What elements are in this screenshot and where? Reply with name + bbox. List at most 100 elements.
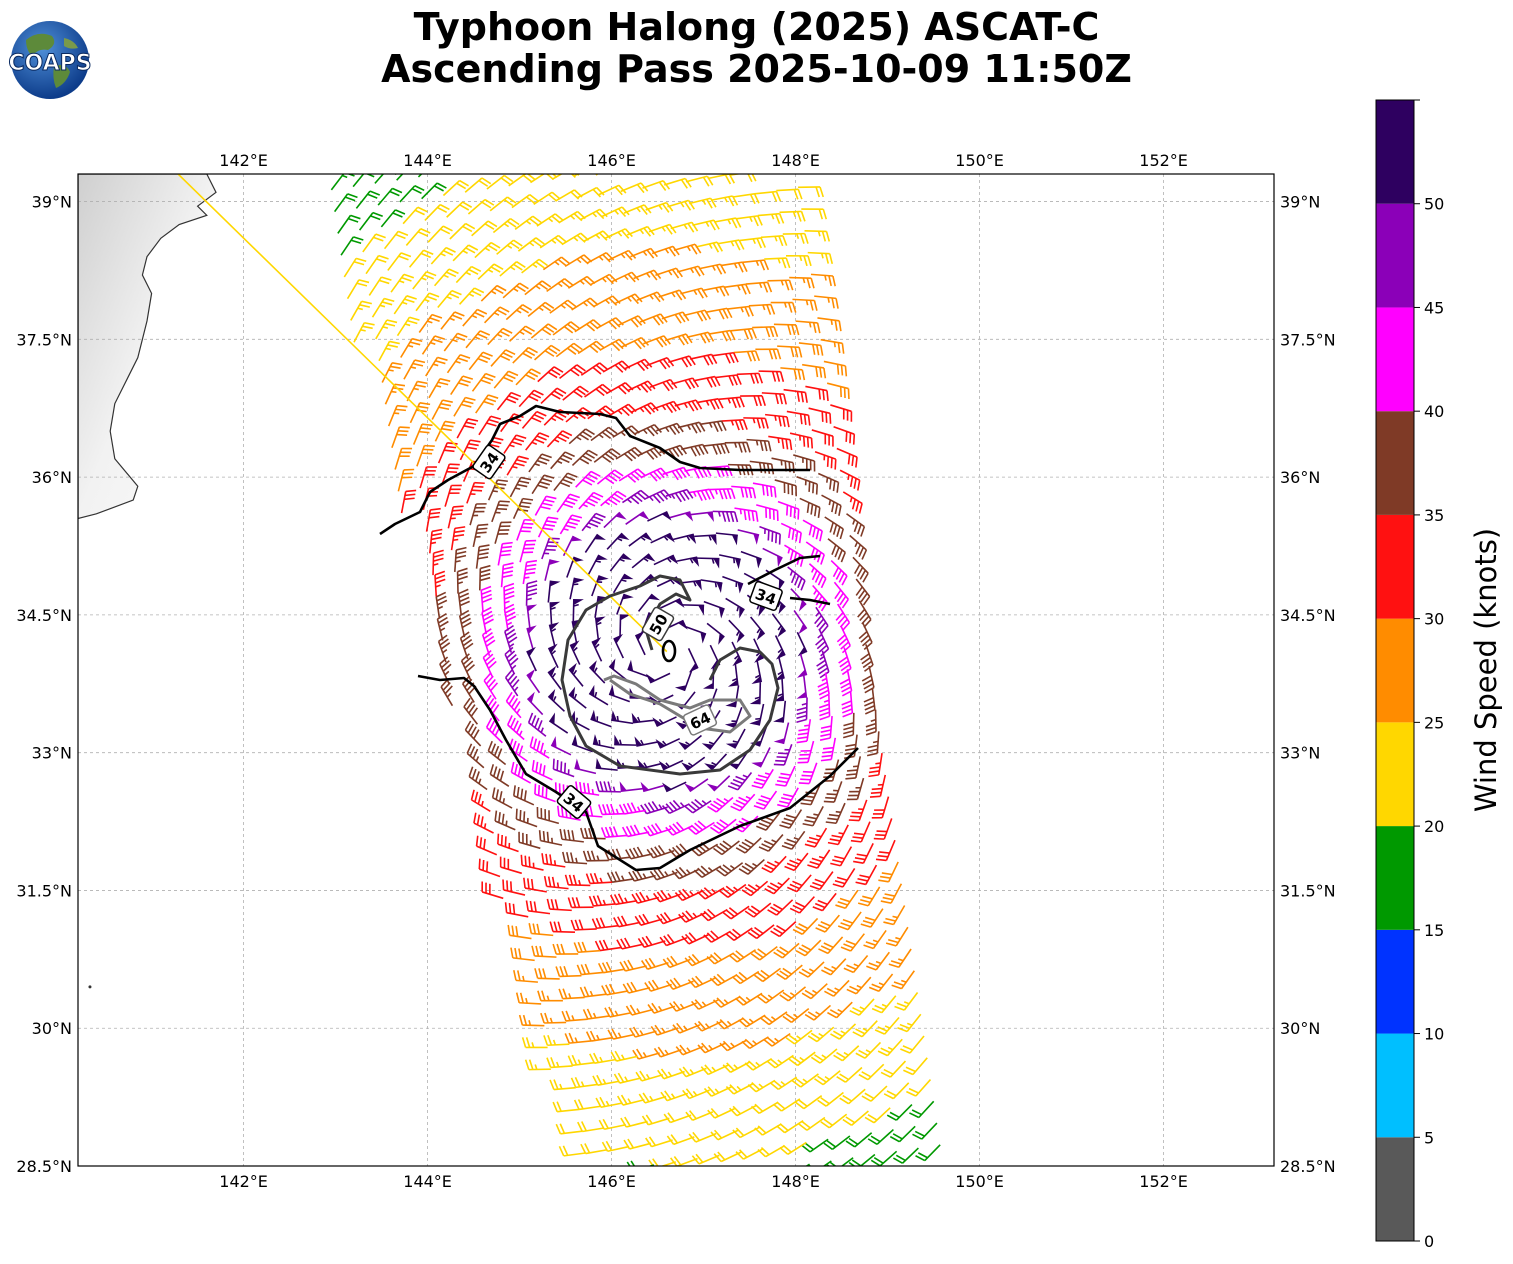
colorbar-tick-label: 10 (1424, 1025, 1444, 1044)
wind-barb (564, 254, 593, 268)
wind-barb (671, 377, 700, 390)
wind-barb (717, 239, 745, 251)
wind-barb (664, 177, 692, 189)
small-island (88, 985, 92, 989)
wind-barb (798, 186, 824, 198)
wind-barb (468, 351, 493, 371)
wind-barb (807, 251, 834, 265)
wind-barb (381, 362, 403, 383)
wind-barb (561, 232, 590, 246)
wind-barb (425, 356, 448, 377)
land-honshu (78, 174, 217, 520)
wind-barb (449, 222, 476, 240)
wind-barb (558, 210, 586, 224)
colorbar-segment (1376, 722, 1414, 827)
wind-barb (400, 337, 423, 358)
wind-barb (735, 215, 763, 227)
wind-barb (487, 327, 513, 346)
colorbar-segment (1376, 1033, 1414, 1138)
colorbar-tick-label: 50 (1424, 195, 1444, 214)
wind-barb (530, 174, 558, 184)
wind-barb (509, 325, 535, 342)
wind-barb (530, 323, 558, 339)
wind-barb (350, 300, 372, 321)
wind-barb (471, 220, 498, 237)
wind-barb (493, 370, 519, 389)
wind-barb (777, 345, 803, 358)
colorbar-segment (1376, 826, 1414, 930)
wind-barb (668, 355, 696, 368)
wind-barb (733, 350, 761, 362)
wind-barb (464, 177, 492, 193)
wind-barb (602, 360, 631, 373)
wind-barb (755, 348, 782, 360)
wind-barb (492, 217, 520, 234)
wind-barb (664, 333, 693, 346)
wind-barb (801, 208, 828, 220)
wind-barb (714, 217, 742, 229)
wind-barb (782, 232, 809, 244)
wind-barb (711, 351, 739, 364)
wind-barb (555, 189, 583, 202)
wind-barb (446, 354, 471, 374)
wind-barb (467, 198, 495, 215)
wind-barb (826, 382, 850, 400)
wind-barb (562, 385, 589, 401)
wind-barb (642, 180, 671, 191)
wind-barb (727, 305, 754, 317)
wind-barb (337, 214, 361, 234)
wind-barb (764, 257, 791, 269)
wind-barb (480, 284, 507, 302)
wind-barb (396, 316, 420, 337)
wind-barb (748, 303, 776, 315)
wind-barb (353, 321, 375, 343)
wind-barb (483, 306, 510, 324)
wind-barb (343, 257, 367, 278)
wind-barb (539, 234, 567, 249)
wind-barb (673, 243, 702, 255)
wind-barb (698, 263, 727, 275)
wind-barb (729, 174, 757, 183)
wind-barb (431, 399, 453, 420)
colorbar-tick-label: 5 (1424, 1128, 1434, 1147)
wind-barb (365, 254, 389, 275)
wind-barb (536, 213, 564, 227)
wind-barb (645, 201, 674, 213)
wind-barb (387, 404, 408, 427)
colorbar-tick-label: 40 (1424, 402, 1444, 421)
wind-barb (362, 233, 386, 253)
wind-barb (567, 275, 596, 289)
wind-barb (512, 346, 538, 364)
wind-barb (527, 301, 555, 317)
wind-barb (440, 311, 465, 330)
wind-barb (443, 332, 468, 352)
wind-barb (377, 187, 403, 206)
wind-barb (502, 282, 529, 299)
wind-barb (453, 396, 476, 417)
wind-barb (779, 210, 806, 222)
wind-barb (465, 330, 491, 349)
wind-barb (795, 320, 821, 334)
colorbar-segment (1376, 929, 1414, 1034)
wind-barb (723, 283, 751, 295)
colorbar-segment (1376, 618, 1414, 723)
wind-barb (752, 326, 779, 338)
wind-barb (427, 225, 453, 243)
wind-barb (692, 219, 720, 231)
wind-barb (408, 249, 434, 268)
wind-barb (577, 340, 605, 355)
wind-barb (380, 209, 406, 228)
wind-barb (355, 190, 381, 209)
wind-barb (358, 211, 383, 231)
wind-barb (680, 287, 708, 299)
wind-barb (542, 256, 571, 271)
wind-barb (596, 317, 624, 330)
coaps-logo: COAPS (8, 21, 92, 99)
wind-barb (433, 268, 459, 287)
colorbar-segment (1376, 1137, 1414, 1241)
wind-barb (430, 246, 456, 265)
wind-barb (783, 388, 808, 403)
wind-barb (732, 192, 760, 205)
colorbar-segment (1376, 203, 1414, 308)
wind-barb (517, 237, 545, 252)
